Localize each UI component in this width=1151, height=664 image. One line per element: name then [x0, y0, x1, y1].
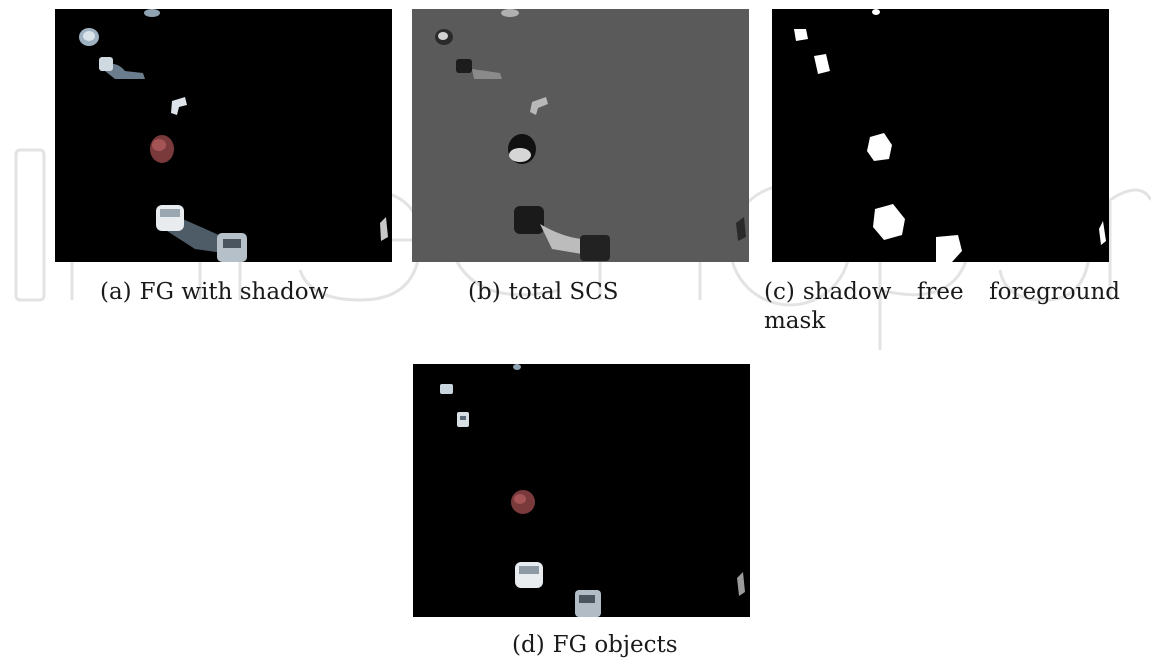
- panel-d-image: [413, 364, 750, 617]
- caption-b: (b) total SCS: [468, 278, 708, 307]
- caption-c-tag: (c): [764, 279, 795, 305]
- panel-c-shadow-free-mask: [772, 9, 1109, 262]
- panel-d-fg-objects: [413, 364, 750, 617]
- panel-a-fg-with-shadow: [55, 9, 392, 262]
- panel-b-image: [412, 9, 749, 262]
- panel-a-image: [55, 9, 392, 262]
- caption-c: (c) shadow free foreground mask: [764, 278, 1120, 336]
- caption-b-tag: (b): [468, 279, 501, 305]
- panel-c-image: [772, 9, 1109, 262]
- caption-a-tag: (a): [100, 279, 132, 305]
- caption-d: (d) FG objects: [512, 631, 752, 660]
- panel-b-total-scs: [412, 9, 749, 262]
- caption-d-text: FG objects: [552, 632, 678, 658]
- caption-a: (a) FG with shadow: [100, 278, 400, 307]
- caption-a-text: FG with shadow: [139, 279, 329, 305]
- caption-c-text: shadow free foreground mask: [764, 279, 1120, 334]
- caption-b-text: total SCS: [508, 279, 619, 305]
- caption-d-tag: (d): [512, 632, 545, 658]
